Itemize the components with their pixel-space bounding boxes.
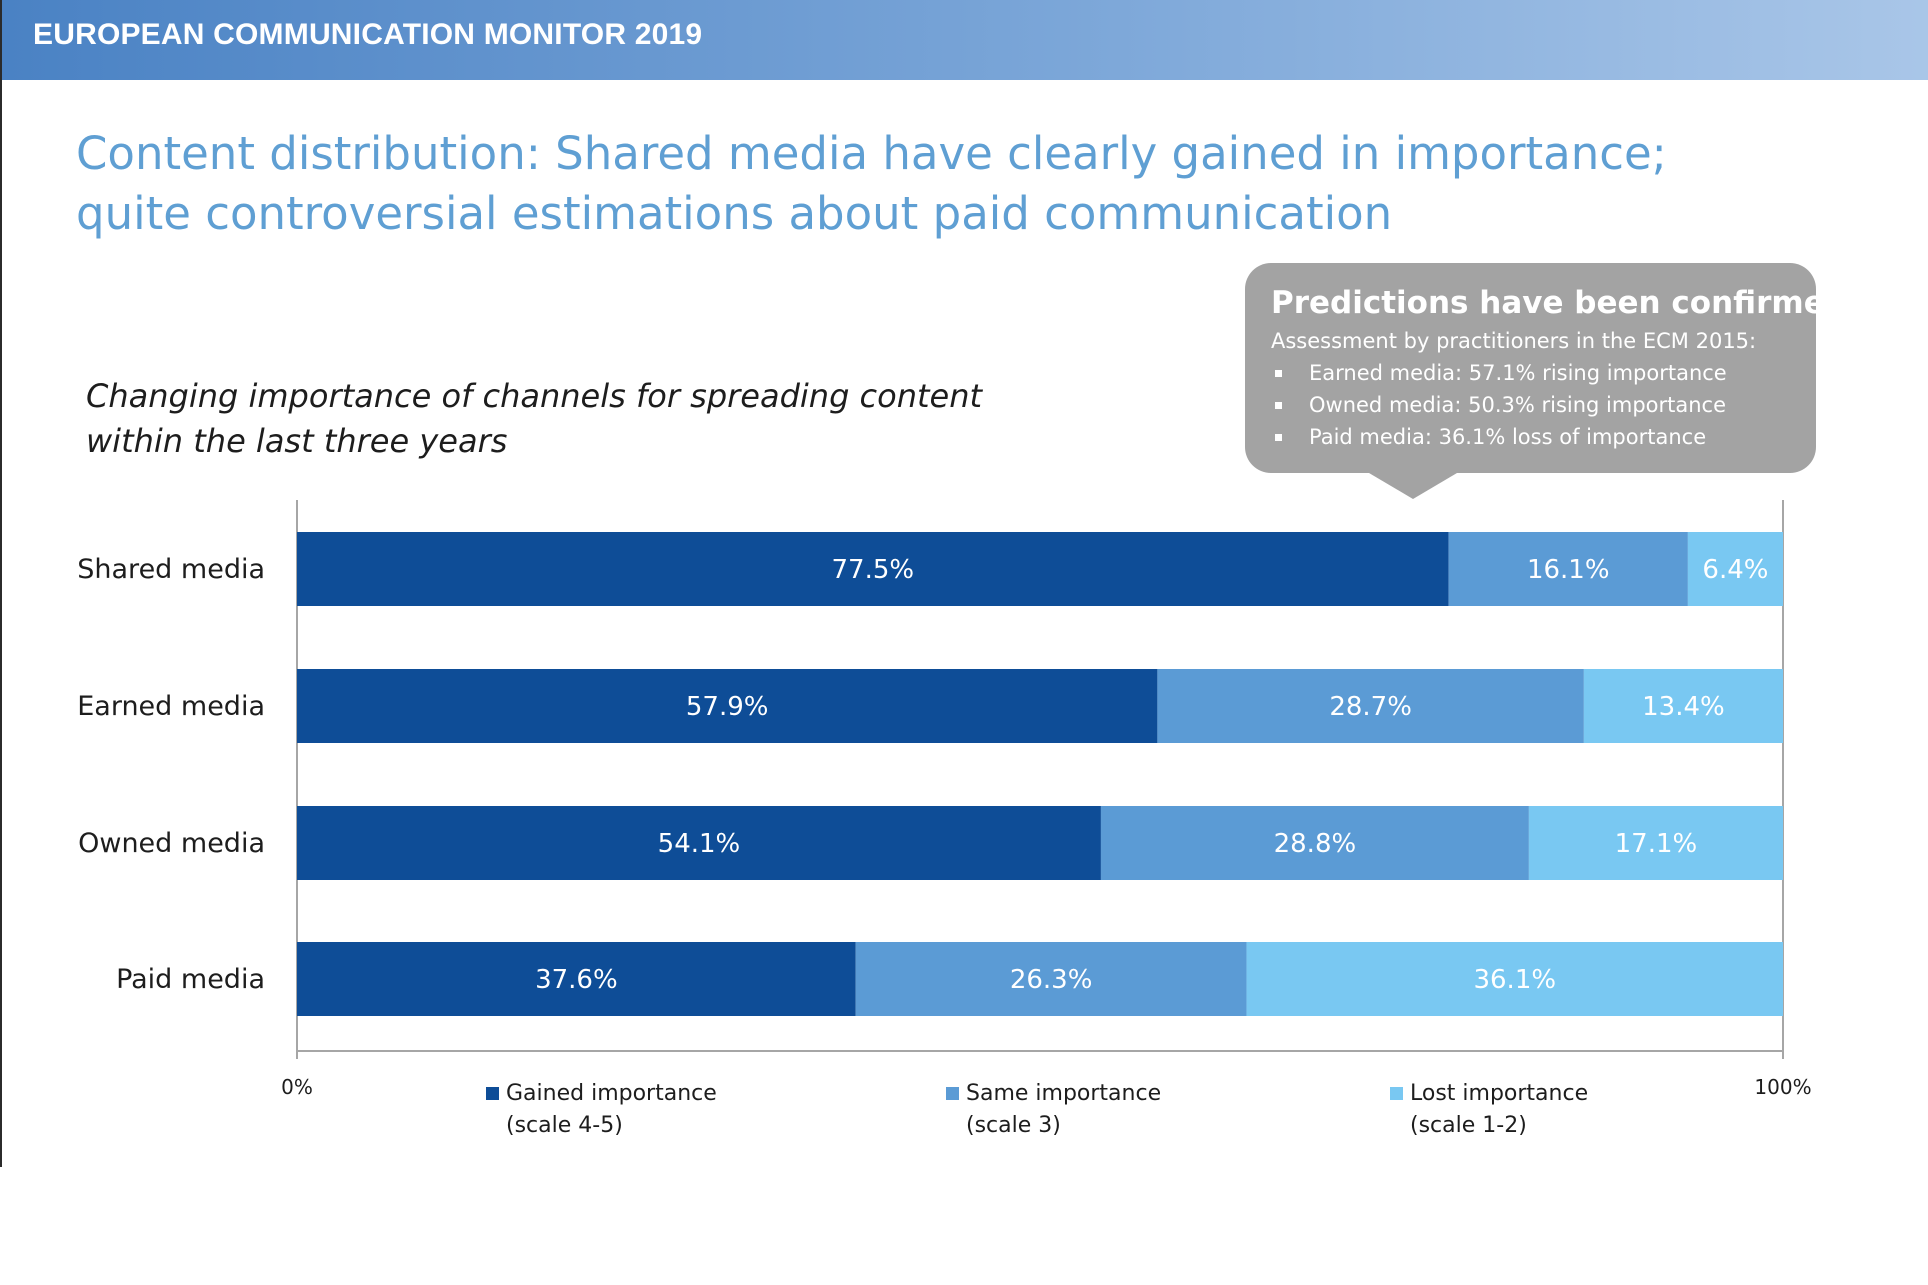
bar-segment xyxy=(1448,532,1688,606)
bar-segment xyxy=(1687,532,1783,606)
legend-sublabel: (scale 1-2) xyxy=(1410,1113,1527,1138)
callout-bullet-text: Earned media: 57.1% rising importance xyxy=(1309,361,1727,385)
headline-line-1: Content distribution: Shared media have … xyxy=(76,127,1667,180)
legend-sublabel: (scale 4-5) xyxy=(506,1113,623,1138)
subtitle-line-1: Changing importance of channels for spre… xyxy=(86,377,983,415)
data-label: 26.3% xyxy=(1010,965,1093,995)
legend-label: Gained importance xyxy=(506,1081,717,1106)
data-label: 16.1% xyxy=(1527,555,1610,585)
callout-bullet: Paid media: 36.1% loss of importance xyxy=(1271,421,1792,453)
data-label: 6.4% xyxy=(1702,555,1768,585)
square-bullet-icon xyxy=(1275,434,1282,441)
legend-swatch-lost xyxy=(1390,1087,1403,1100)
legend-swatch-same xyxy=(946,1087,959,1100)
data-label: 17.1% xyxy=(1615,829,1698,859)
legend-sublabel: (scale 3) xyxy=(966,1113,1061,1138)
callout-intro: Assessment by practitioners in the ECM 2… xyxy=(1271,329,1757,353)
bar-segment xyxy=(1157,669,1584,743)
category-label: Shared media xyxy=(77,554,265,585)
chart-subtitle: Changing importance of channels for spre… xyxy=(86,374,982,464)
callout-pointer-icon xyxy=(1369,473,1457,499)
data-label: 57.9% xyxy=(686,692,769,722)
data-label: 37.6% xyxy=(535,965,618,995)
square-bullet-icon xyxy=(1275,370,1282,377)
headline: Content distribution: Shared media have … xyxy=(76,124,1667,244)
bar-segment xyxy=(297,942,856,1016)
category-label: Owned media xyxy=(78,828,265,859)
bar-segment xyxy=(297,806,1101,880)
callout-bullet-text: Owned media: 50.3% rising importance xyxy=(1309,393,1727,417)
header-bar: EUROPEAN COMMUNICATION MONITOR 2019 xyxy=(2,0,1928,80)
legend-item-same: Same importance (scale 3) xyxy=(946,1078,1161,1142)
square-bullet-icon xyxy=(1275,402,1282,409)
legend-item-gained: Gained importance (scale 4-5) xyxy=(486,1078,717,1142)
x-tick-label: 100% xyxy=(1754,1075,1811,1099)
bar-segment xyxy=(1100,806,1529,880)
data-label: 36.1% xyxy=(1473,965,1556,995)
category-label: Paid media xyxy=(116,964,265,995)
callout-bullet-text: Paid media: 36.1% loss of importance xyxy=(1309,425,1707,449)
legend-swatch-gained xyxy=(486,1087,499,1100)
bar-segment xyxy=(1583,669,1783,743)
callout-list: Earned media: 57.1% rising importance Ow… xyxy=(1271,357,1792,453)
subtitle-line-2: within the last three years xyxy=(86,422,508,460)
data-label: 77.5% xyxy=(832,555,915,585)
header-title: EUROPEAN COMMUNICATION MONITOR 2019 xyxy=(33,18,703,51)
category-label: Earned media xyxy=(77,691,265,722)
legend-label: Lost importance xyxy=(1410,1081,1589,1106)
callout-bullet: Owned media: 50.3% rising importance xyxy=(1271,389,1792,421)
legend-label: Same importance xyxy=(966,1081,1162,1106)
bar-segment xyxy=(297,532,1449,606)
bar-segment xyxy=(297,669,1158,743)
slide: EUROPEAN COMMUNICATION MONITOR 2019 Cont… xyxy=(0,0,1928,1167)
data-label: 28.7% xyxy=(1329,692,1412,722)
callout-box: Predictions have been confirmed Assessme… xyxy=(1245,263,1847,473)
bar-segment xyxy=(1528,806,1783,880)
data-label: 13.4% xyxy=(1642,692,1725,722)
data-label: 54.1% xyxy=(658,829,741,859)
data-label: 28.8% xyxy=(1274,829,1357,859)
bar-segment xyxy=(855,942,1247,1016)
headline-line-2: quite controversial estimations about pa… xyxy=(76,187,1393,240)
bar-segment xyxy=(1246,942,1783,1016)
legend-item-lost: Lost importance (scale 1-2) xyxy=(1390,1078,1588,1142)
stacked-bar-chart: 0% 100% Shared media 77.5% 16.1% 6.4% Earned m… xyxy=(77,500,1812,1099)
callout-title: Predictions have been confirmed xyxy=(1271,285,1847,321)
callout-bullet: Earned media: 57.1% rising importance xyxy=(1271,357,1792,389)
x-tick-label: 0% xyxy=(281,1075,313,1099)
